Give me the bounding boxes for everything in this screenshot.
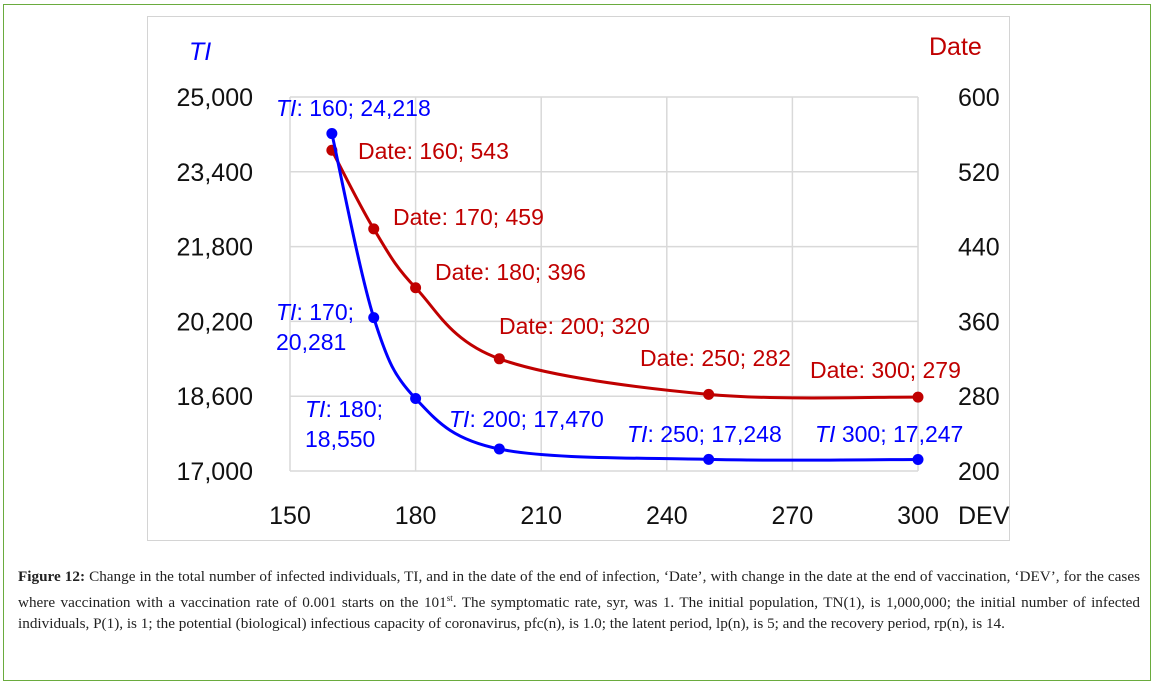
data-label-ti: TI: 200; 17,470: [449, 406, 604, 432]
y-right-tick-label: 280: [958, 383, 1000, 411]
data-point-date: [703, 388, 715, 400]
y-left-tick-label: 17,000: [177, 458, 253, 486]
y-right-tick-label: 440: [958, 234, 1000, 262]
chart-box: [147, 16, 1010, 541]
data-point-ti: [912, 453, 924, 465]
y-left-tick-label: 18,600: [177, 383, 253, 411]
x-tick-label: 240: [646, 502, 688, 530]
y-left-tick-label: 21,800: [177, 234, 253, 262]
data-label-ti: TI: 160; 24,218: [276, 95, 431, 121]
data-point-ti: [493, 443, 505, 455]
data-label-ti: TI: 170; 20,281: [276, 299, 354, 355]
data-point-date: [912, 391, 924, 403]
series-line-ti: [330, 133, 919, 462]
caption-text: Change in the total number of infected i…: [18, 568, 1140, 611]
y-right-tick-label: 200: [958, 458, 1000, 486]
data-label-ti: TI: 250; 17,248: [627, 421, 782, 447]
data-point-date: [368, 223, 380, 235]
data-point-ti: [410, 393, 422, 405]
data-label-ti: TI: 180; 18,550: [305, 396, 383, 452]
data-label-ti: TI 300; 17,247: [815, 421, 963, 447]
y-right-tick-label: 360: [958, 308, 1000, 336]
data-point-ti: [368, 312, 380, 324]
y-left-tick-label: 25,000: [177, 84, 253, 112]
x-tick-label: 210: [520, 502, 562, 530]
data-label-date: Date: 160; 543: [358, 138, 509, 164]
data-label-date: Date: 300; 279: [810, 357, 961, 383]
x-tick-label: 270: [772, 502, 814, 530]
data-label-date: Date: 170; 459: [393, 204, 544, 230]
figure-frame: [3, 4, 1151, 681]
y-left-tick-label: 23,400: [177, 159, 253, 187]
caption-sup: st: [446, 592, 453, 603]
figure-caption: Figure 12: Change in the total number of…: [18, 566, 1140, 635]
data-point-date: [493, 353, 505, 365]
x-tick-label: 300: [897, 502, 939, 530]
data-point-ti: [703, 453, 715, 465]
y-left-axis-title: TI: [189, 38, 211, 66]
caption-text-2: . The symptomatic rate, syr, was 1. The …: [18, 593, 1140, 633]
data-label-date: Date: 250; 282: [640, 345, 791, 371]
y-left-tick-label: 20,200: [177, 308, 253, 336]
data-label-date: Date: 200; 320: [499, 313, 650, 339]
y-right-tick-label: 600: [958, 84, 1000, 112]
data-point-date: [410, 282, 422, 294]
data-point-ti: [326, 128, 338, 140]
caption-label: Figure 12:: [18, 568, 86, 585]
x-tick-label: 180: [395, 502, 437, 530]
dual-axis-line-chart: 25,000 23,400 21,800 20,200 18,600 17,000 600 5…: [177, 33, 1010, 530]
y-right-tick-label: 520: [958, 159, 1000, 187]
x-tick-label: 150: [269, 502, 311, 530]
data-label-date: Date: 180; 396: [435, 259, 586, 285]
x-axis-title: DEV: [958, 502, 1010, 530]
y-right-axis-title: Date: [929, 33, 982, 61]
